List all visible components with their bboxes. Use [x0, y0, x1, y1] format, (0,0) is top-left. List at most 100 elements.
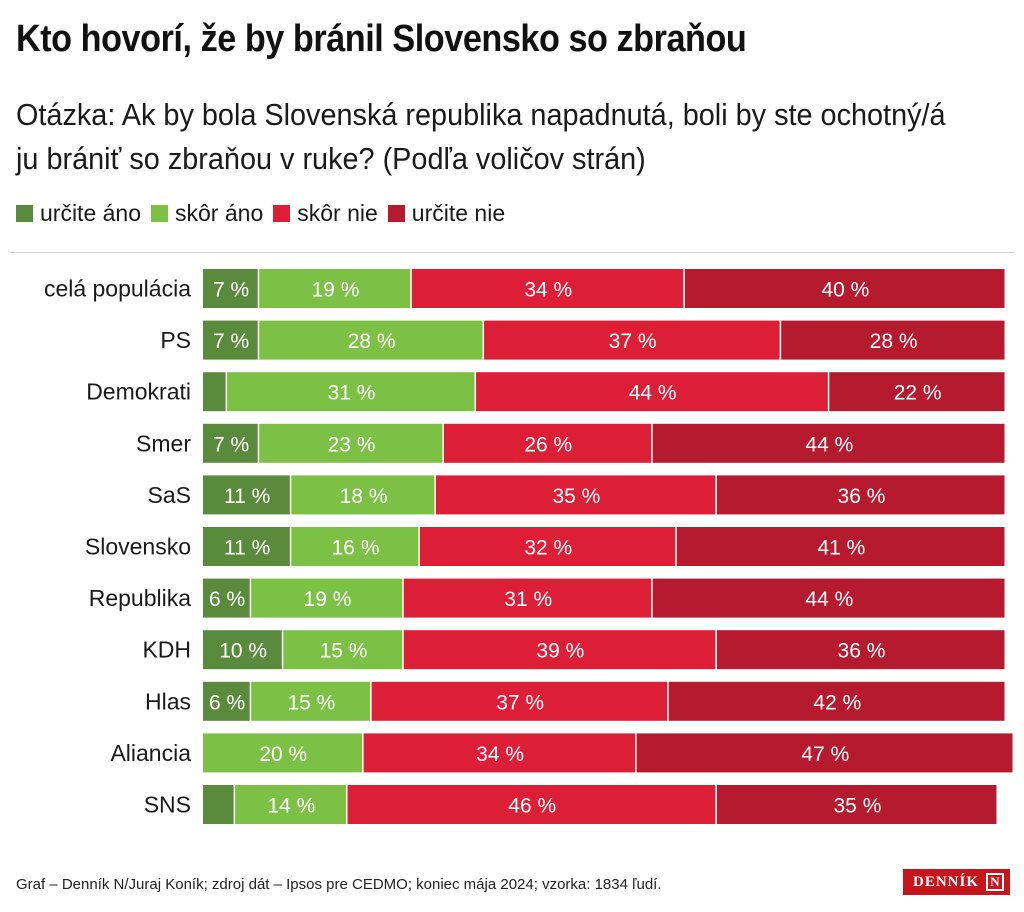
legend-swatch	[151, 204, 169, 222]
bar-segment	[435, 475, 716, 515]
data-label: 10 %	[219, 640, 267, 663]
data-label: 7 %	[213, 330, 249, 353]
bar-segment	[476, 372, 828, 412]
bar-segment	[716, 475, 1005, 515]
category-label: SaS	[148, 482, 191, 508]
legend-label: určite áno	[40, 199, 142, 226]
data-label: 44 %	[629, 382, 677, 405]
data-label: 39 %	[536, 640, 584, 663]
bar-segment	[259, 269, 411, 308]
bar-segment	[203, 423, 258, 463]
bar-segment	[363, 733, 636, 773]
legend-item-urcite-ano: určite áno	[16, 200, 141, 227]
legend-label: určite nie	[411, 199, 506, 226]
category-label: Aliancia	[110, 740, 191, 766]
bar-segment	[419, 527, 676, 566]
bar-segment	[403, 578, 652, 618]
data-label: 37 %	[496, 691, 544, 714]
source-footer: Graf – Denník N/Juraj Koník; zdroj dát –…	[16, 876, 662, 893]
chart-subtitle: Otázka: Ak by bola Slovenská republika n…	[16, 97, 946, 176]
legend-label: skôr áno	[175, 199, 264, 226]
bar-segment	[636, 733, 1013, 773]
bar-segment	[203, 578, 250, 618]
bar-segment	[716, 785, 997, 824]
data-label: 6 %	[209, 588, 245, 611]
bar-segment	[203, 733, 363, 773]
category-label: Hlas	[145, 688, 191, 714]
bar-segment	[203, 785, 234, 824]
data-label: 34 %	[476, 743, 524, 766]
bar-segment	[371, 681, 668, 721]
category-label: SNS	[144, 792, 191, 818]
data-label: 37 %	[609, 330, 657, 353]
bar-segment	[203, 527, 290, 566]
data-label: 7 %	[213, 279, 249, 302]
legend-item-urcite-nie: určite nie	[387, 199, 506, 227]
bar-segment	[347, 785, 716, 824]
data-label: 41 %	[817, 537, 865, 560]
data-label: 16 %	[332, 537, 380, 560]
data-label: 11 %	[224, 537, 270, 560]
data-label: 40 %	[821, 279, 869, 302]
chart-title: Kto hovorí, že by bránil Slovensko so zb…	[16, 18, 747, 60]
logo-mark: N	[986, 873, 1004, 891]
data-label: 31 %	[504, 588, 552, 611]
bar-segment	[203, 475, 290, 515]
bar-segment	[291, 527, 419, 566]
data-label: 6 %	[209, 691, 245, 714]
data-label: 36 %	[838, 485, 886, 508]
category-label: PS	[160, 327, 191, 353]
bar-segment	[203, 372, 226, 412]
data-label: 20 %	[259, 743, 307, 766]
bar-segment	[684, 269, 1005, 308]
bar-segment	[403, 630, 716, 670]
data-label: 42 %	[813, 691, 861, 714]
data-label: 31 %	[328, 382, 376, 405]
data-label: 35 %	[552, 485, 600, 508]
bar-segment	[716, 630, 1005, 670]
bar-segment	[411, 269, 684, 308]
data-label: 28 %	[870, 330, 918, 353]
category-label: KDH	[142, 637, 191, 663]
data-label: 19 %	[304, 588, 352, 611]
category-label: Smer	[136, 430, 191, 456]
bar-segment	[203, 630, 282, 670]
data-label: 7 %	[213, 433, 249, 456]
bar-segment	[676, 527, 1005, 566]
data-label: 26 %	[524, 433, 572, 456]
data-label: 11 %	[224, 485, 270, 508]
data-label: 15 %	[287, 691, 335, 714]
legend-swatch	[273, 204, 291, 222]
data-label: 18 %	[340, 485, 388, 508]
stacked-bar-chart: celá populácia 7 % 19 % 34 % 40 % PS 7 % 28 % 37…	[44, 269, 1013, 824]
data-label: 44 %	[805, 433, 853, 456]
bar-segment	[203, 681, 250, 721]
bar-segment	[291, 475, 435, 515]
data-label: 47 %	[801, 743, 849, 766]
data-label: 15 %	[320, 640, 368, 663]
data-label: 14 %	[267, 795, 315, 818]
data-label: 22 %	[894, 382, 942, 405]
legend: určite áno skôr áno skôr nie určite nie	[16, 198, 515, 228]
bar-segment	[259, 320, 483, 360]
bar-segment	[235, 785, 347, 824]
bar-segment	[829, 372, 1005, 412]
bar-segment	[227, 372, 475, 412]
bar-segment	[781, 320, 1005, 360]
bar-segment	[251, 578, 403, 618]
data-label: 32 %	[524, 537, 572, 560]
bar-segment	[652, 423, 1005, 463]
data-label: 19 %	[312, 279, 360, 302]
divider	[10, 252, 1015, 253]
bar-segment	[668, 681, 1005, 721]
bar-segment	[283, 630, 403, 670]
data-label: 36 %	[838, 640, 886, 663]
data-label: 28 %	[348, 330, 396, 353]
data-label: 23 %	[328, 433, 376, 456]
category-label: celá populácia	[44, 276, 191, 302]
bar-segment	[251, 681, 371, 721]
bar-segment	[484, 320, 780, 360]
legend-swatch	[387, 204, 405, 222]
denník-n-logo: DENNÍK N	[902, 869, 1010, 895]
category-label: Slovensko	[85, 534, 191, 560]
